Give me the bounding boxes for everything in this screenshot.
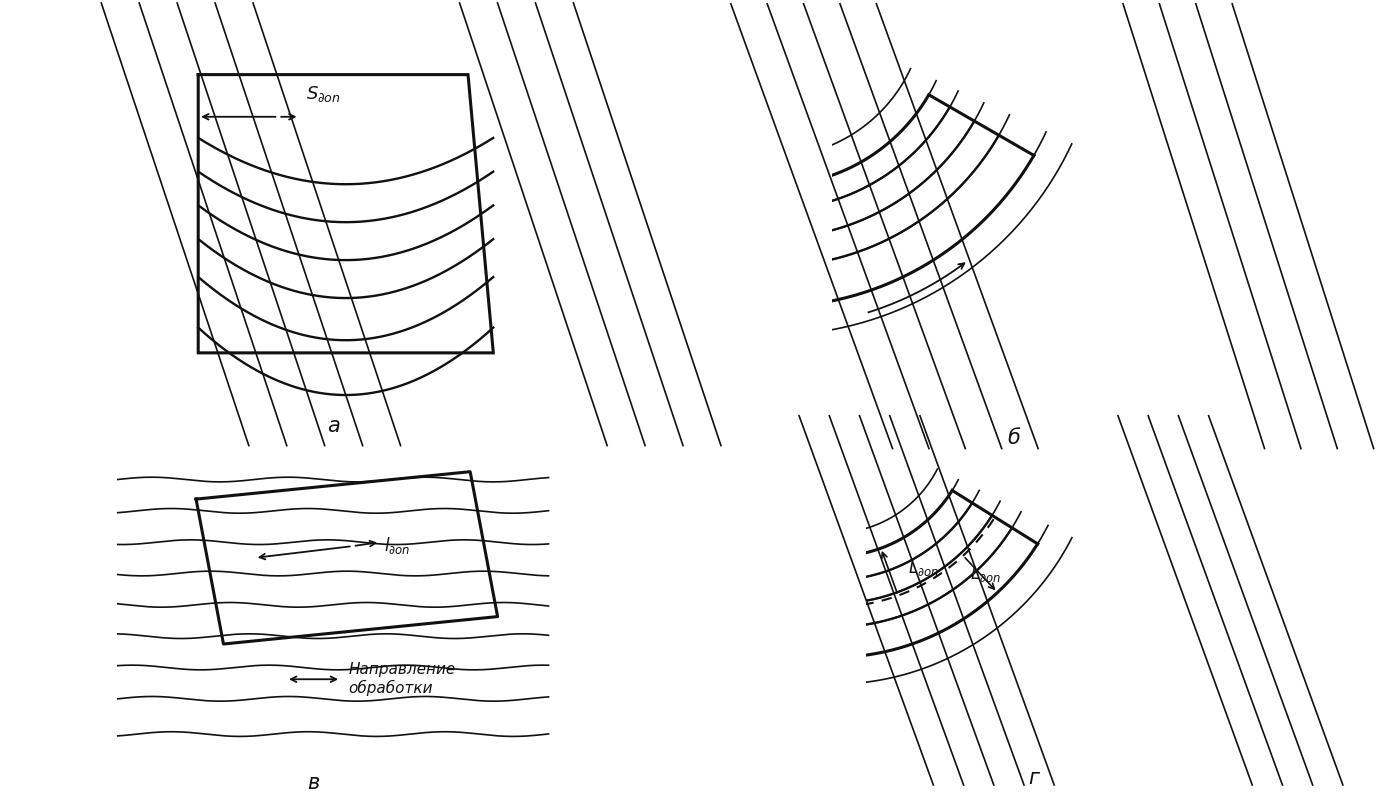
Text: $l_{\partial on}$: $l_{\partial on}$	[384, 536, 411, 556]
Text: Направление
обработки: Направление обработки	[348, 662, 457, 696]
Text: г: г	[1029, 768, 1040, 788]
Text: б: б	[1008, 429, 1020, 449]
Text: $L_{\partial on}$: $L_{\partial on}$	[908, 559, 940, 578]
Text: $S_{\partial on}$: $S_{\partial on}$	[305, 85, 340, 104]
Text: $L_{\partial on}$: $L_{\partial on}$	[970, 565, 1001, 584]
Text: a: a	[326, 416, 340, 436]
Text: в: в	[307, 773, 319, 793]
